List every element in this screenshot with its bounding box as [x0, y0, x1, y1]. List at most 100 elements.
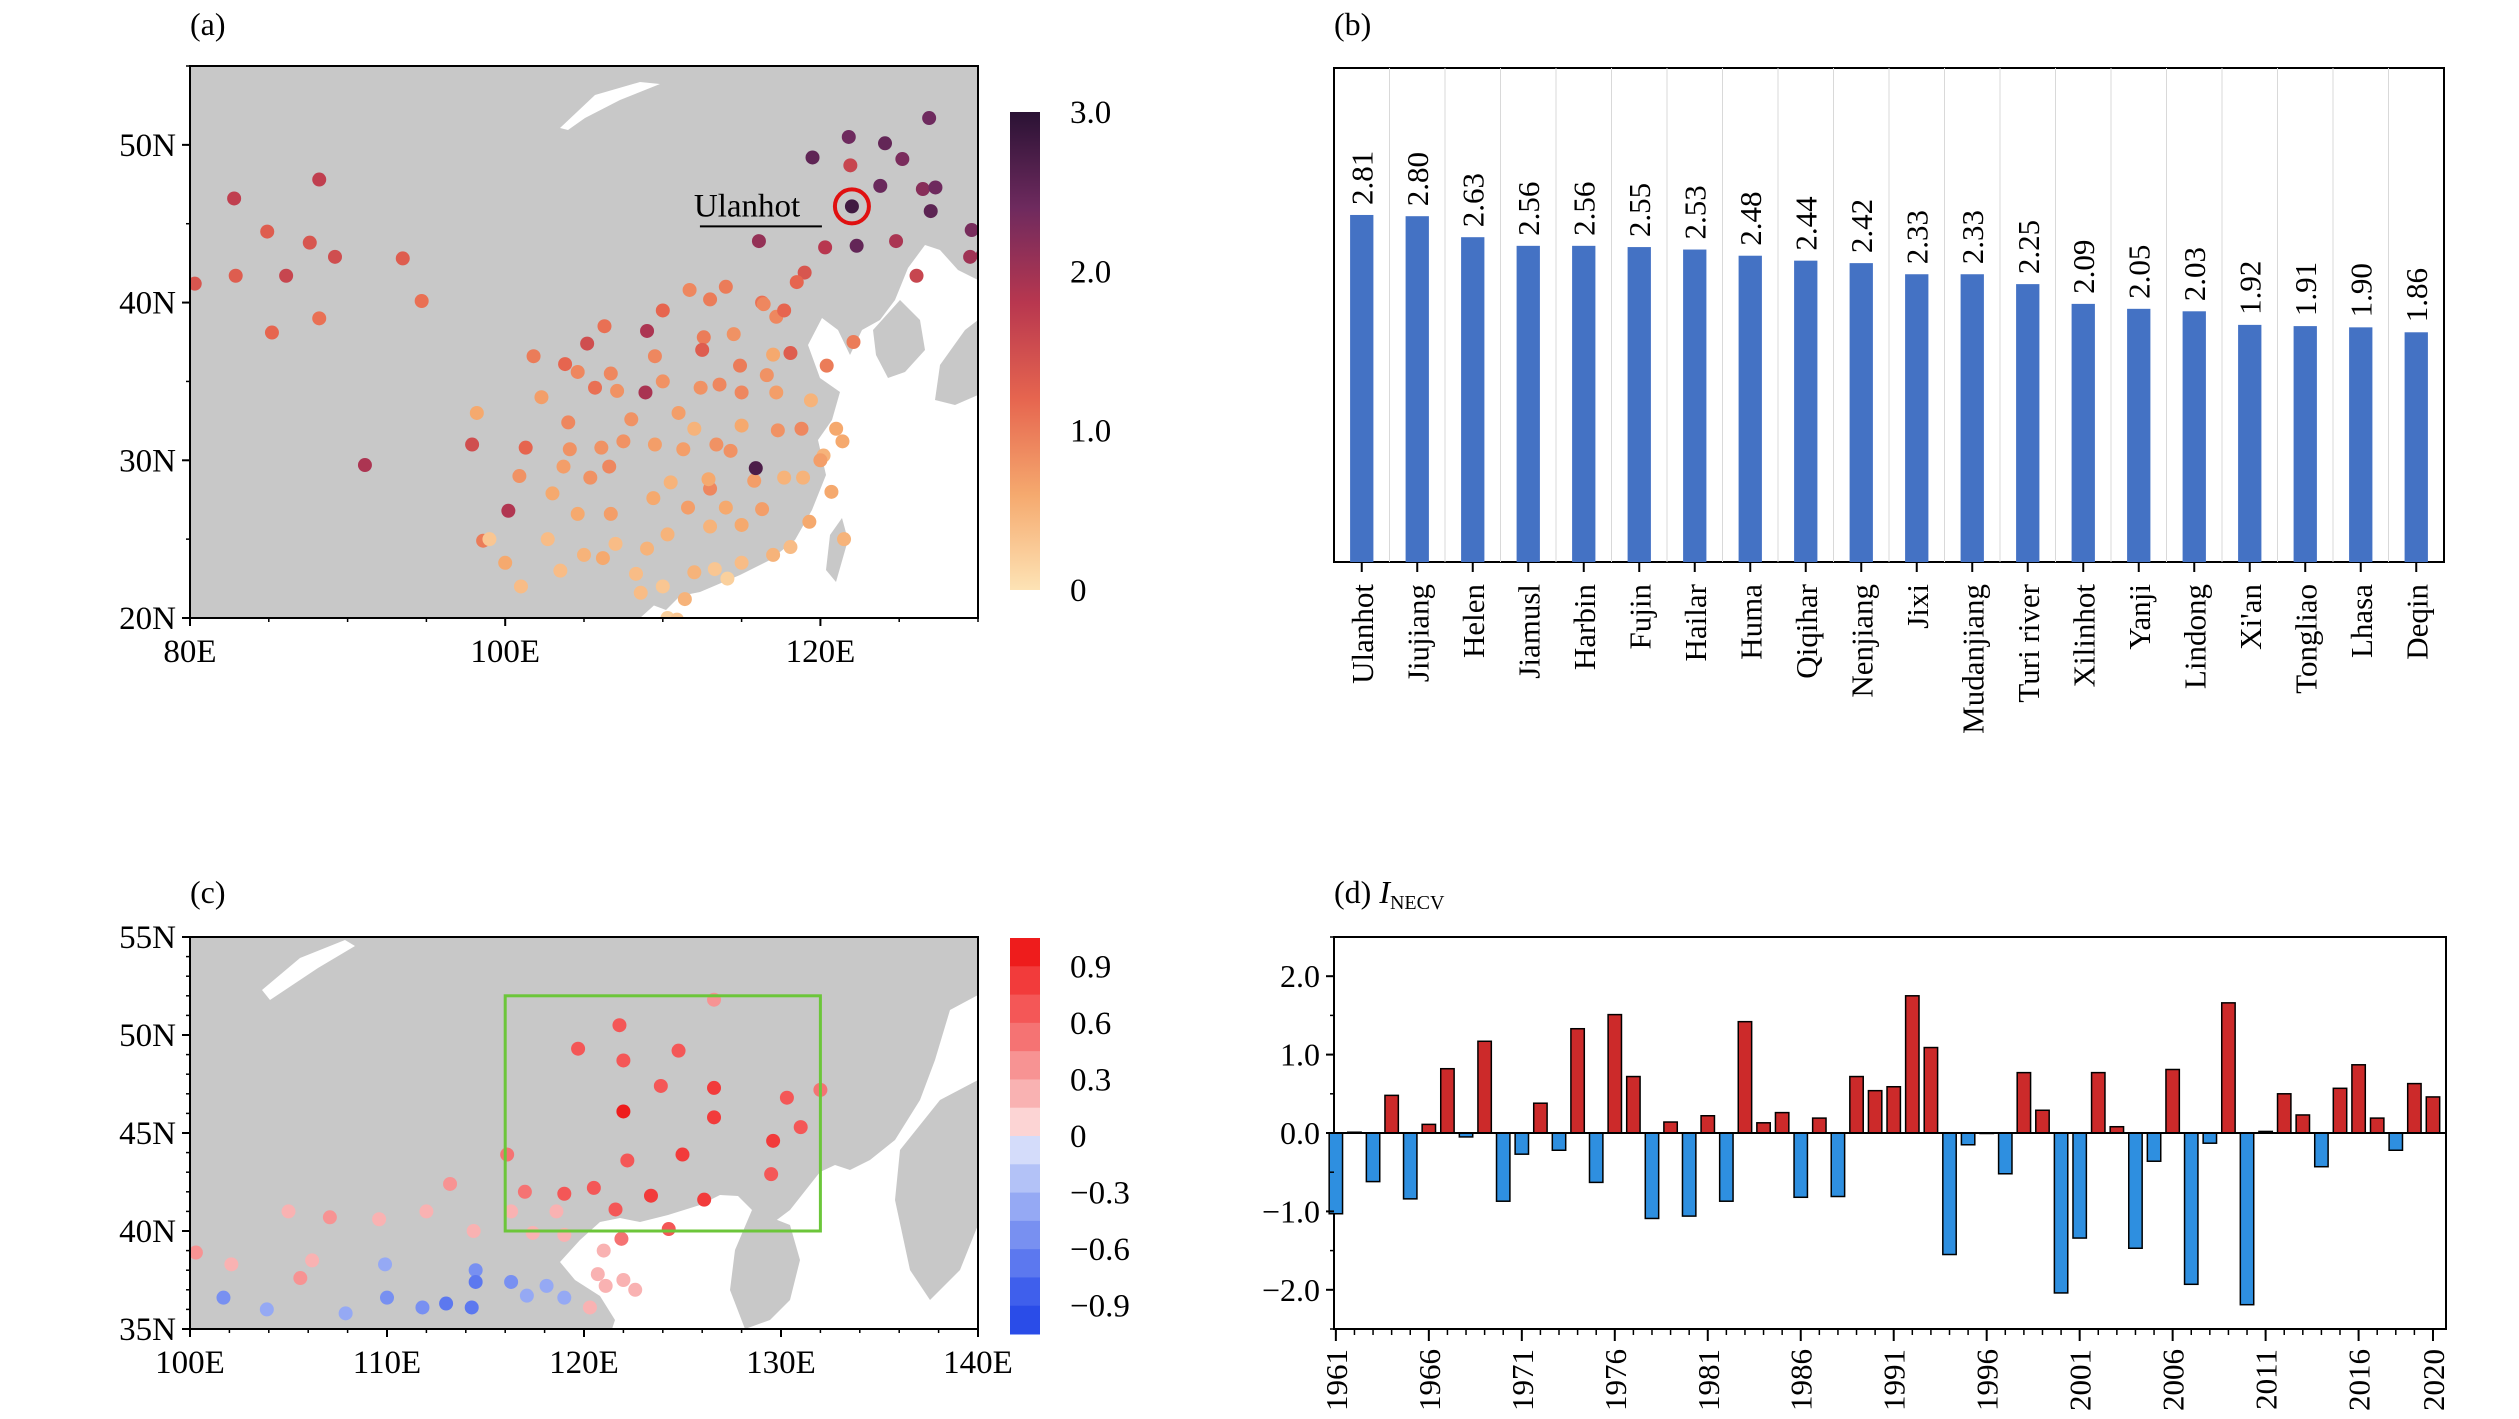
station-point [557, 1290, 572, 1305]
station-point [216, 1290, 231, 1305]
station-point [723, 443, 738, 458]
station-point [620, 1153, 635, 1168]
category-label: Xi'an [2233, 584, 2268, 650]
bar-negative [2128, 1132, 2143, 1249]
station-point [380, 1290, 394, 1305]
y-tick-label: −1.0 [1262, 1193, 1320, 1229]
bar-value-label: 2.55 [1622, 183, 1657, 237]
station-point [603, 366, 618, 381]
colorbar-segment [1010, 1079, 1040, 1109]
station-point [596, 1243, 611, 1258]
station-point [766, 1133, 781, 1148]
station-point [500, 1147, 515, 1162]
bar-positive [1737, 1020, 1753, 1134]
bar-negative [2313, 1132, 2329, 1168]
bar-value-label: 2.42 [1844, 199, 1879, 253]
station-point [616, 434, 631, 449]
station-point [844, 199, 859, 214]
panel-d: (d) INECV −2.0 −1.0 0.0 1.0 2.0 1961 1966 1971 1… [1262, 874, 2451, 1411]
station-point [616, 1053, 631, 1068]
panel-c-region-box [503, 994, 822, 1233]
station-point [539, 1278, 554, 1293]
station-point [571, 1041, 586, 1056]
x-tick-label: 1976 [1598, 1349, 1633, 1411]
station-point [638, 385, 653, 400]
station-point [835, 434, 850, 449]
y-tick-label: 1.0 [1280, 1037, 1320, 1073]
station-point [660, 527, 675, 542]
bar-negative [1402, 1132, 1418, 1200]
bar-negative [2239, 1132, 2255, 1306]
bar-positive [2425, 1096, 2441, 1134]
station-point [540, 532, 555, 547]
station-point [614, 1231, 629, 1246]
station-point [580, 336, 595, 351]
bar-positive [2295, 1114, 2311, 1134]
panel-a-label: (a) [190, 6, 226, 42]
station-point [878, 136, 893, 151]
bar-value-label: 2.56 [1511, 182, 1546, 236]
station-point [419, 1204, 434, 1219]
station-point [803, 393, 818, 408]
station-point [557, 1186, 572, 1201]
bar-positive [2090, 1071, 2106, 1134]
category-label: Lhasa [2344, 584, 2379, 658]
station-point [504, 1204, 519, 1219]
bar [1461, 237, 1485, 562]
station-point [697, 1192, 712, 1207]
y-tick-label: 30N [119, 443, 176, 479]
bar [1738, 255, 1762, 562]
station-point [873, 178, 888, 193]
x-tick-label: 130E [746, 1345, 816, 1381]
bar-negative [1588, 1132, 1604, 1184]
panel-a-japan [935, 320, 978, 405]
station-point [378, 1257, 393, 1272]
y-tick-label: 20N [119, 601, 176, 637]
bar [1627, 247, 1651, 562]
station-point [415, 1300, 430, 1315]
bar [2127, 308, 2151, 562]
x-tick-label: 1981 [1691, 1349, 1726, 1411]
station-point [766, 547, 781, 562]
station-point [583, 470, 598, 485]
bar-value-label: 1.86 [2399, 268, 2434, 322]
station-point [718, 500, 733, 515]
x-tick-label: 2020 [2416, 1349, 2451, 1411]
panel-a-colorbar-ticks: 0 1.0 2.0 3.0 [1070, 95, 1111, 609]
bar [2182, 311, 2206, 562]
x-tick-label: 120E [549, 1345, 619, 1381]
station-point [964, 223, 978, 238]
colorbar-tick-label: −0.6 [1070, 1232, 1130, 1268]
colorbar-tick-label: 2.0 [1070, 254, 1111, 290]
station-point [633, 585, 648, 600]
station-point [793, 1120, 808, 1135]
bar [1905, 274, 1929, 562]
bar-positive [2351, 1064, 2367, 1134]
colorbar-segment [1010, 1305, 1040, 1335]
station-point [928, 180, 943, 195]
x-tick-label: 2016 [2342, 1349, 2377, 1411]
y-tick-label: 40N [119, 286, 176, 322]
x-tick-label: 110E [353, 1345, 421, 1381]
bar-negative [2072, 1132, 2088, 1239]
bar-value-label: 2.56 [1567, 182, 1602, 236]
colorbar-tick-label: 0.9 [1070, 949, 1111, 985]
category-label: Harbin [1567, 584, 1602, 671]
station-point [628, 1282, 643, 1297]
category-label: Turi river [2011, 583, 2046, 702]
bar-value-label: 2.44 [1789, 196, 1824, 251]
station-point [482, 532, 497, 547]
bar-value-label: 2.09 [2066, 240, 2101, 294]
station-point [707, 1110, 722, 1125]
panel-b: (b) 2.81 Ulanhot 2.80 Jiujiang 2.63 Helen 2.56… [1333, 6, 2445, 734]
bar-positive [1570, 1027, 1586, 1134]
bar-positive [1867, 1089, 1883, 1134]
station-point [682, 282, 697, 297]
bar-value-label: 1.92 [2233, 261, 2268, 315]
bar-value-label: 2.33 [1900, 210, 1935, 264]
category-label: Jiujiang [1400, 584, 1435, 682]
y-tick-label: −2.0 [1262, 1272, 1320, 1308]
colorbar-tick-label: 3.0 [1070, 95, 1111, 131]
station-point [747, 473, 762, 488]
